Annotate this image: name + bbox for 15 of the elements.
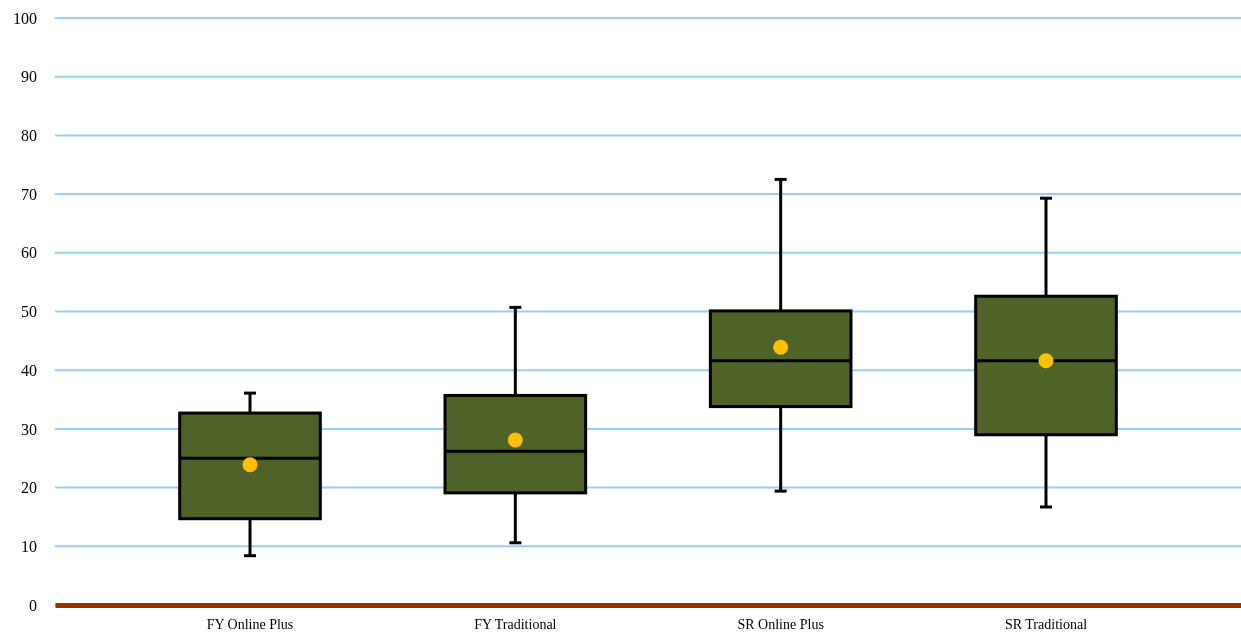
y-tick-label: 40 <box>21 361 37 379</box>
y-tick-label: 0 <box>29 596 37 614</box>
y-tick-label: 100 <box>13 9 37 27</box>
x-tick-label: FY Traditional <box>474 616 557 632</box>
y-tick-label: 30 <box>21 420 37 438</box>
y-tick-label: 10 <box>21 537 37 555</box>
y-tick-label: 20 <box>21 479 37 497</box>
y-tick-label: 70 <box>21 185 37 203</box>
y-tick-label: 50 <box>21 303 37 321</box>
x-tick-label: FY Online Plus <box>206 616 294 632</box>
y-tick-label: 90 <box>21 68 37 86</box>
y-tick-label: 60 <box>21 244 37 262</box>
y-tick-label: 80 <box>21 127 37 145</box>
x-tick-label: SR Traditional <box>1004 616 1088 632</box>
x-tick-label: SR Online Plus <box>737 616 824 632</box>
